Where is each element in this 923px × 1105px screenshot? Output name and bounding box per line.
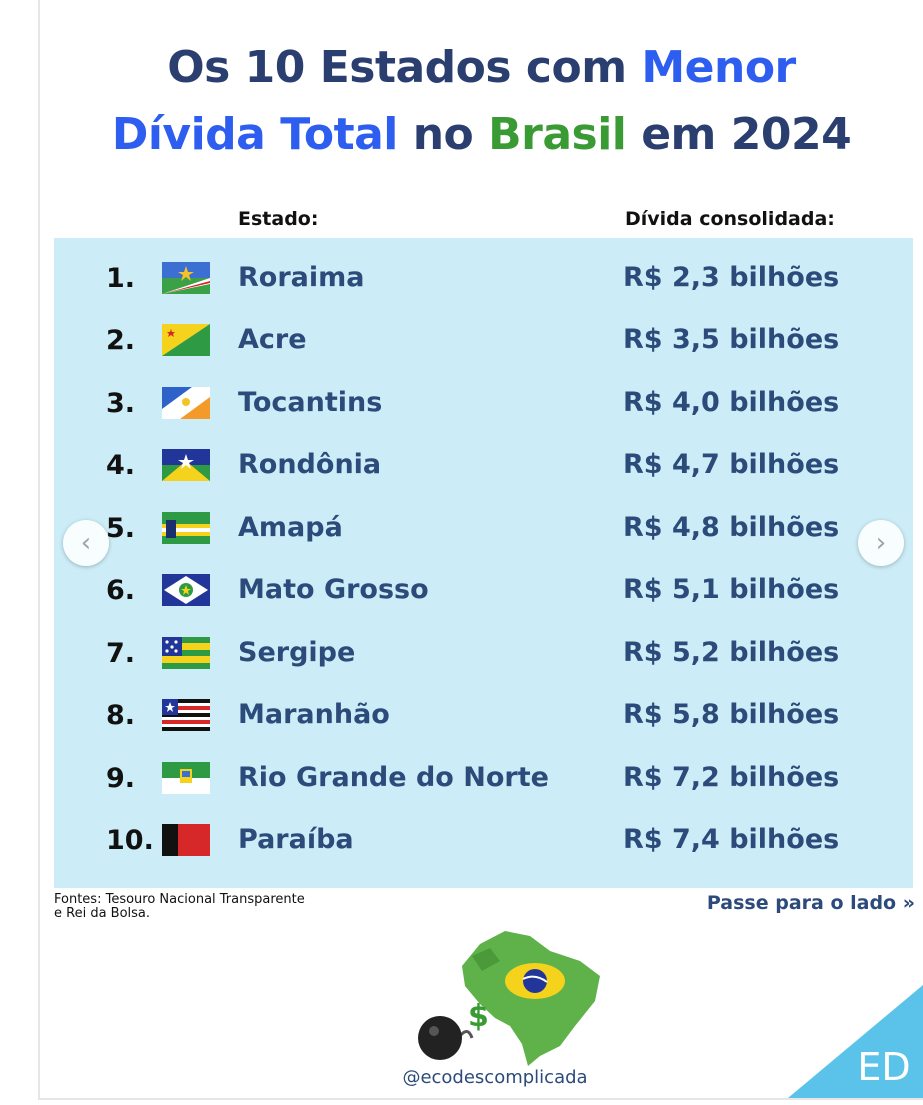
table-row: 2. Acre R$ 3,5 bilhões	[54, 310, 913, 372]
rank-number: 10.	[106, 825, 154, 856]
rank-number: 5.	[106, 513, 136, 544]
rank-number: 1.	[106, 263, 136, 294]
title-highlight-brasil: Brasil	[488, 109, 627, 160]
chevron-left-icon: ‹	[80, 528, 92, 558]
amapa-flag-icon	[162, 512, 210, 544]
debt-value: R$ 5,1 bilhões	[623, 574, 840, 605]
table-row: 10. Paraíba R$ 7,4 bilhões	[54, 810, 913, 872]
rank-number: 4.	[106, 450, 136, 481]
frame-bottom-border	[38, 1098, 923, 1100]
sources-line: Fontes: Tesouro Nacional Transparente	[54, 892, 305, 907]
table-row: 5. Amapá R$ 4,8 bilhões	[54, 498, 913, 560]
debt-value: R$ 2,3 bilhões	[623, 262, 840, 293]
title-text-part: em 2024	[626, 109, 852, 160]
table-row: 8. Maranhão R$ 5,8 bilhões	[54, 685, 913, 747]
state-name: Rio Grande do Norte	[238, 762, 549, 793]
maranhao-flag-icon	[162, 699, 210, 731]
rank-number: 6.	[106, 575, 136, 606]
debt-value: R$ 4,0 bilhões	[623, 387, 840, 418]
rank-number: 8.	[106, 700, 136, 731]
table-row: 6. Mato Grosso R$ 5,1 bilhões	[54, 560, 913, 622]
title-text-part: no	[397, 109, 489, 160]
state-name: Paraíba	[238, 824, 354, 855]
brand-logo-text: ED	[857, 1045, 911, 1089]
sources-note: Fontes: Tesouro Nacional Transparente e …	[54, 893, 374, 921]
state-name: Amapá	[238, 512, 343, 543]
debt-value: R$ 7,2 bilhões	[623, 762, 840, 793]
debt-value: R$ 4,8 bilhões	[623, 512, 840, 543]
table-row: 4. Rondônia R$ 4,7 bilhões	[54, 435, 913, 497]
instagram-handle: @ecodescomplicada	[402, 1067, 588, 1088]
rank-number: 7.	[106, 638, 136, 669]
brazil-map-debt-icon: $	[418, 931, 600, 1066]
state-name: Mato Grosso	[238, 574, 429, 605]
debt-value: R$ 5,2 bilhões	[623, 637, 840, 668]
paraiba-flag-icon	[162, 824, 210, 856]
rondonia-flag-icon	[162, 449, 210, 481]
state-name: Rondônia	[238, 449, 382, 480]
page-title-line-1: Os 10 Estados com Menor	[40, 36, 923, 100]
corner-brand-badge	[788, 985, 923, 1098]
next-slide-button[interactable]: ›	[858, 520, 904, 566]
frame-left-border	[38, 0, 40, 1100]
table-row: 7. Sergipe R$ 5,2 bilhões	[54, 623, 913, 685]
chevron-right-icon: ›	[875, 528, 887, 558]
state-name: Roraima	[238, 262, 365, 293]
rio-grande-do-norte-flag-icon	[162, 762, 210, 794]
rank-number: 9.	[106, 763, 136, 794]
acre-flag-icon	[162, 324, 210, 356]
column-header-state: Estado:	[238, 208, 319, 230]
debt-value: R$ 7,4 bilhões	[623, 824, 840, 855]
state-name: Acre	[238, 324, 307, 355]
column-header-debt: Dívida consolidada:	[625, 208, 835, 230]
title-text-part: Os 10 Estados com	[167, 42, 642, 93]
debt-value: R$ 5,8 bilhões	[623, 699, 840, 730]
state-name: Sergipe	[238, 637, 356, 668]
debt-value: R$ 4,7 bilhões	[623, 449, 840, 480]
sergipe-flag-icon	[162, 637, 210, 669]
table-row: 3. Tocantins R$ 4,0 bilhões	[54, 373, 913, 435]
previous-slide-button[interactable]: ‹	[63, 520, 109, 566]
title-highlight-divida-total: Dívida Total	[111, 109, 399, 160]
mato-grosso-flag-icon	[162, 574, 210, 606]
rank-number: 3.	[106, 388, 136, 419]
swipe-hint: Passe para o lado »	[706, 892, 915, 914]
table-row: 9. Rio Grande do Norte R$ 7,2 bilhões	[54, 748, 913, 810]
sources-line: e Rei da Bolsa.	[54, 906, 151, 921]
roraima-flag-icon	[162, 262, 210, 294]
page-title-line-2: Dívida Total no Brasil em 2024	[40, 103, 923, 167]
tocantins-flag-icon	[162, 387, 210, 419]
state-name: Maranhão	[238, 699, 390, 730]
rank-number: 2.	[106, 325, 136, 356]
title-highlight-menor: Menor	[641, 42, 796, 93]
state-name: Tocantins	[238, 387, 383, 418]
debt-value: R$ 3,5 bilhões	[623, 324, 840, 355]
table-row: 1. Roraima R$ 2,3 bilhões	[54, 248, 913, 310]
svg-text:$: $	[468, 999, 489, 1034]
